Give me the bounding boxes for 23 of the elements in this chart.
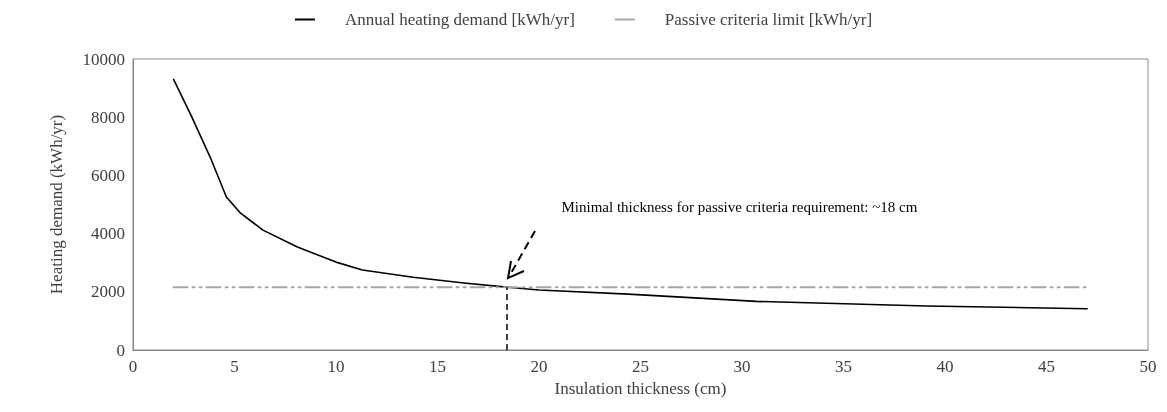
x-tick-label: 40 [936,357,954,376]
x-tick-label: 35 [835,357,852,376]
x-tick-label: 50 [1139,357,1157,376]
y-axis-title: Heating demand (kWh/yr) [47,114,66,295]
x-tick-label: 20 [530,357,548,376]
x-tick-label: 45 [1038,357,1055,376]
x-axis-title: Insulation thickness (cm) [554,378,727,398]
x-tick-label: 5 [230,357,239,376]
y-tick-label: 4000 [91,224,125,244]
x-tick-label: 15 [429,357,446,376]
x-tick-label: 10 [327,357,345,376]
x-tick-label: 0 [128,357,138,376]
y-tick-label: 2000 [91,282,125,302]
x-tick-label: 30 [733,357,751,376]
y-tick-label: 10000 [82,49,125,69]
legend-label: Annual heating demand [kWh/yr] [344,10,575,29]
line-series [172,78,1088,310]
y-tick-label: 8000 [91,107,125,127]
legend-label: Passive criteria limit [kWh/yr] [664,10,873,29]
y-tick-label: 0 [116,340,125,360]
x-tick-label: 25 [632,357,649,376]
y-tick-label: 6000 [91,165,125,185]
annotation: Minimal thickness for passive criteria requirement: ~18 cm [561,199,918,216]
